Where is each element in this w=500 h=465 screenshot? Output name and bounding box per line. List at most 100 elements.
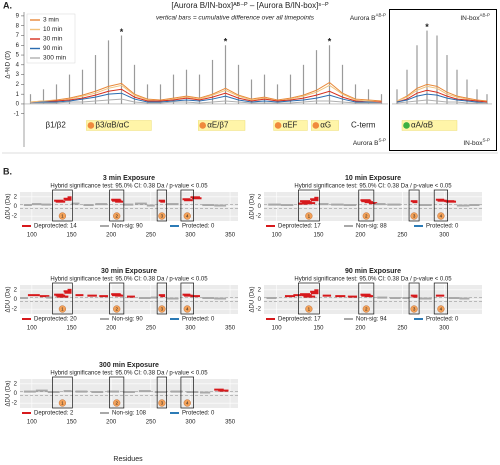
y-tick-label: 2	[258, 194, 262, 200]
region-badge	[410, 212, 418, 220]
cumulative-bar	[211, 59, 214, 104]
peptide-segment	[115, 200, 124, 203]
legend-label: Protected: 0	[426, 224, 459, 230]
peptide-segment	[214, 204, 227, 207]
x-tick-label: 300	[185, 326, 196, 332]
y-tick-label: 0	[14, 204, 18, 210]
region-highlight	[273, 120, 308, 131]
y-tick-label: 2	[14, 287, 18, 293]
y-tick-label: -2	[12, 307, 18, 313]
series-line	[30, 98, 382, 104]
peptide-segment	[63, 390, 72, 393]
y-axis-label: ΔDU (Da)	[250, 193, 256, 219]
x-tick-label: 150	[313, 326, 324, 332]
peptide-segment	[87, 294, 97, 297]
cumulative-bar	[185, 69, 188, 104]
significance-star: *	[328, 37, 332, 47]
corner-label-text: Aurora B	[350, 15, 376, 22]
chart-subtitle: Hybrid significance test: 95.0% CI: 0.38…	[294, 184, 452, 190]
region-badge	[305, 305, 313, 313]
region-box	[180, 376, 194, 409]
peptide-segment	[154, 391, 167, 394]
region-box	[52, 189, 73, 222]
peptide-segment	[39, 295, 50, 298]
corner-label-sup: AB-P	[375, 13, 386, 18]
cumulative-bar	[107, 40, 110, 104]
legend-label: 3 min	[43, 17, 59, 24]
region-badge	[183, 305, 191, 313]
peptide-segment	[412, 201, 418, 204]
region-box	[358, 189, 375, 222]
region-label: αG	[320, 121, 331, 130]
region-badge-label: 3	[161, 400, 164, 405]
peptide-segment	[71, 202, 80, 205]
peptide-segment	[347, 295, 358, 298]
chart-title: [Aurora B/IN-box]ᴬᴮ⁻ᴾ – [Aurora B/IN-box…	[171, 1, 329, 10]
x-tick-label: 350	[225, 326, 236, 332]
peptide-segment	[67, 288, 72, 291]
cumulative-bar	[159, 84, 162, 104]
region-badge-label: 4	[440, 213, 443, 218]
peptide-segment	[20, 297, 28, 300]
peptide-segment	[63, 290, 72, 293]
y-tick-label: 0	[14, 391, 18, 397]
region-box	[433, 189, 448, 222]
cumulative-bar	[172, 74, 175, 104]
y-tick-label: -2	[12, 214, 18, 220]
x-tick-label: 200	[106, 420, 117, 426]
peptide-segment	[41, 203, 51, 206]
region-highlight	[311, 120, 339, 131]
legend-label: Non-sig: 90	[112, 317, 143, 323]
x-tick-label: 300	[185, 420, 196, 426]
cumulative-bar	[396, 89, 398, 104]
panel-label: A.	[3, 0, 12, 10]
y-tick-label: 0	[14, 297, 18, 303]
peptide-segment	[64, 291, 72, 294]
peptide-segment	[170, 390, 183, 393]
chart-title: 30 min Exposure	[101, 268, 157, 275]
peptide-segment	[55, 200, 66, 203]
y-tick-label: -2	[256, 307, 262, 313]
region-badge	[158, 212, 166, 220]
region-badge-label: 4	[186, 306, 189, 311]
cumulative-bar	[436, 35, 438, 104]
peptide-segment	[115, 294, 124, 297]
region-badge	[158, 399, 166, 407]
x-tick-label: 250	[146, 420, 157, 426]
legend-label: Protected: 0	[182, 411, 215, 417]
region-box	[408, 189, 420, 222]
peptide-segment	[375, 203, 386, 206]
region-badge	[158, 305, 166, 313]
cumulative-bar	[237, 64, 240, 104]
series-line	[396, 93, 488, 104]
peptide-segment	[364, 295, 373, 298]
cumulative-bar	[486, 94, 488, 104]
peptide-segment	[146, 204, 155, 207]
region-icon	[87, 122, 95, 129]
y-tick-label: -2	[12, 401, 18, 407]
region-badge-label: 1	[61, 213, 64, 218]
region-label: αA/αB	[411, 121, 433, 130]
cumulative-bar	[380, 94, 383, 104]
cumulative-bar	[68, 74, 71, 104]
region-box	[109, 189, 125, 222]
x-tick-label: 350	[225, 233, 236, 239]
region-badge	[437, 212, 445, 220]
region-badge	[437, 305, 445, 313]
cumulative-bar	[328, 45, 331, 104]
corner-label-sup: S-P	[378, 138, 386, 143]
peptide-segment	[127, 295, 135, 298]
chart-subtitle: Hybrid significance test: 95.0% CI: 0.38…	[50, 277, 208, 283]
region-badge	[410, 305, 418, 313]
region-box	[180, 189, 194, 222]
x-tick-label: 300	[439, 233, 450, 239]
cumulative-bar	[120, 35, 123, 104]
x-tick-label: 250	[146, 326, 157, 332]
corner-label-text: IN-box	[460, 15, 480, 22]
peptide-segment	[64, 198, 72, 201]
region-badge	[305, 212, 313, 220]
peptide-segment	[166, 203, 179, 206]
region-label: αE/β7	[207, 121, 229, 130]
x-tick-label: 150	[313, 233, 324, 239]
y-tick-label: 0	[258, 297, 262, 303]
